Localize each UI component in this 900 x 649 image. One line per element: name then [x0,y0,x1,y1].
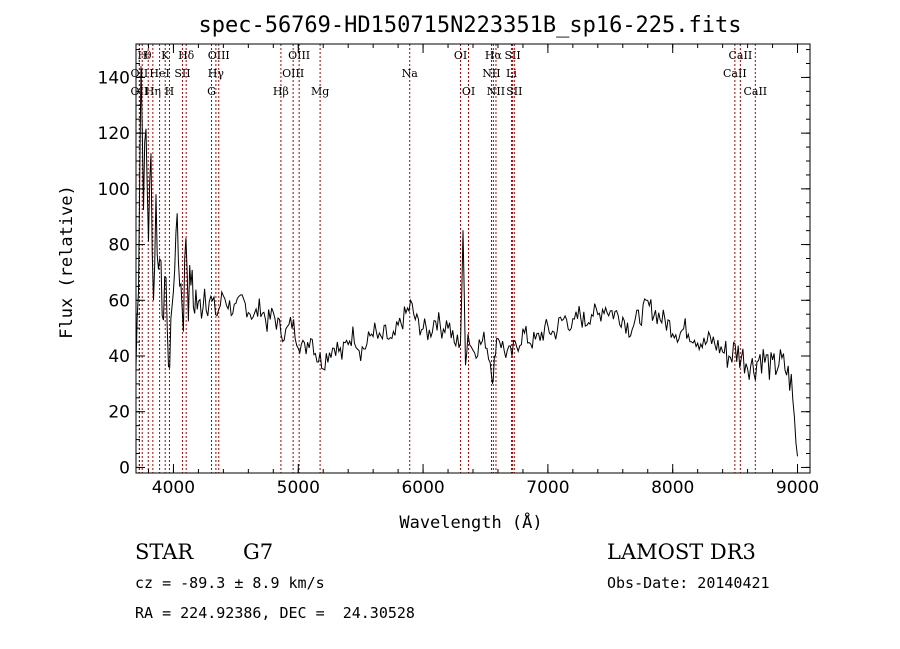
chart-title: spec-56769-HD150715N223351B_sp16-225.fit… [198,13,741,38]
spectral-line-label: OIII [208,49,230,62]
spectral-line-label: Na [402,67,419,80]
coordinates: RA = 224.92386, DEC = 24.30528 [135,604,415,622]
spectral-line-label: NII [482,67,500,80]
spectral-line-label: OI [454,49,467,62]
spectral-line-label: SII [506,85,522,98]
spectral-line-label: CaII [743,85,767,98]
spectral-line-label: θ [145,49,152,62]
y-tick-label: 40 [108,347,130,367]
obs-date: Obs-Date: 20140421 [607,574,770,592]
y-tick-label: 120 [98,124,130,144]
spectral-line-label: Li [506,67,517,80]
spectral-line-label: K [161,49,170,62]
spectral-line-markers: OIIHθKHHηOIIHeISIIHδOIIIHγGHβOIIIOIIIMgN… [131,44,767,473]
x-tick-label: 9000 [776,478,819,498]
y-axis-label: Flux (relative) [57,185,77,339]
y-tick-label: 100 [98,180,130,200]
x-tick-label: 7000 [526,478,569,498]
redshift-text: cz = -89.3 ± 8.9 km/s [135,574,325,592]
object-subclass: G7 [243,540,274,564]
x-tick-label: 6000 [401,478,444,498]
y-tick-label: 80 [108,236,130,256]
x-tick-label: 8000 [651,478,694,498]
spectral-line-label: Hγ [208,67,225,80]
spectral-line-label: H [137,49,147,62]
spectral-line-label: SII [504,49,520,62]
y-tick-label: 0 [119,458,130,478]
survey-name: LAMOST DR3 [607,540,756,564]
object-class: STAR [135,540,194,564]
spectral-line-label: SII [174,67,190,80]
spectral-line-label: Hα [485,49,503,62]
spectral-line-label: CaII [723,67,747,80]
spectral-line-label: Hδ [178,49,195,62]
spectral-line-label: OIII [282,67,304,80]
x-tick-label: 4000 [152,478,195,498]
spectral-line-label: Hη [145,85,161,98]
y-tick-label: 60 [108,291,130,311]
x-tick-label: 5000 [277,478,320,498]
y-tick-label: 20 [108,403,130,423]
axis-ticks: 4000 5000 6000 7000 8000 9000 0 20 40 60 80 100 120 1… [98,44,819,498]
spectral-line-label: CaII [729,49,753,62]
x-axis-label: Wavelength (Å) [399,511,542,533]
spectral-line-label: Hβ [273,85,289,98]
spectral-line-label: H [165,85,175,98]
spectrum-series-line [135,66,798,457]
spectral-line-label: Mg [311,85,329,98]
spectral-line-label: OIII [288,49,310,62]
spectral-line-label: G [207,85,216,98]
plot-frame [135,43,811,474]
y-tick-label: 140 [98,68,130,88]
spectral-line-label: OII [131,67,149,80]
spectral-line-label: HeI [149,67,169,80]
spectral-line-label: NII [487,85,505,98]
spectral-line-label: OI [462,85,475,98]
